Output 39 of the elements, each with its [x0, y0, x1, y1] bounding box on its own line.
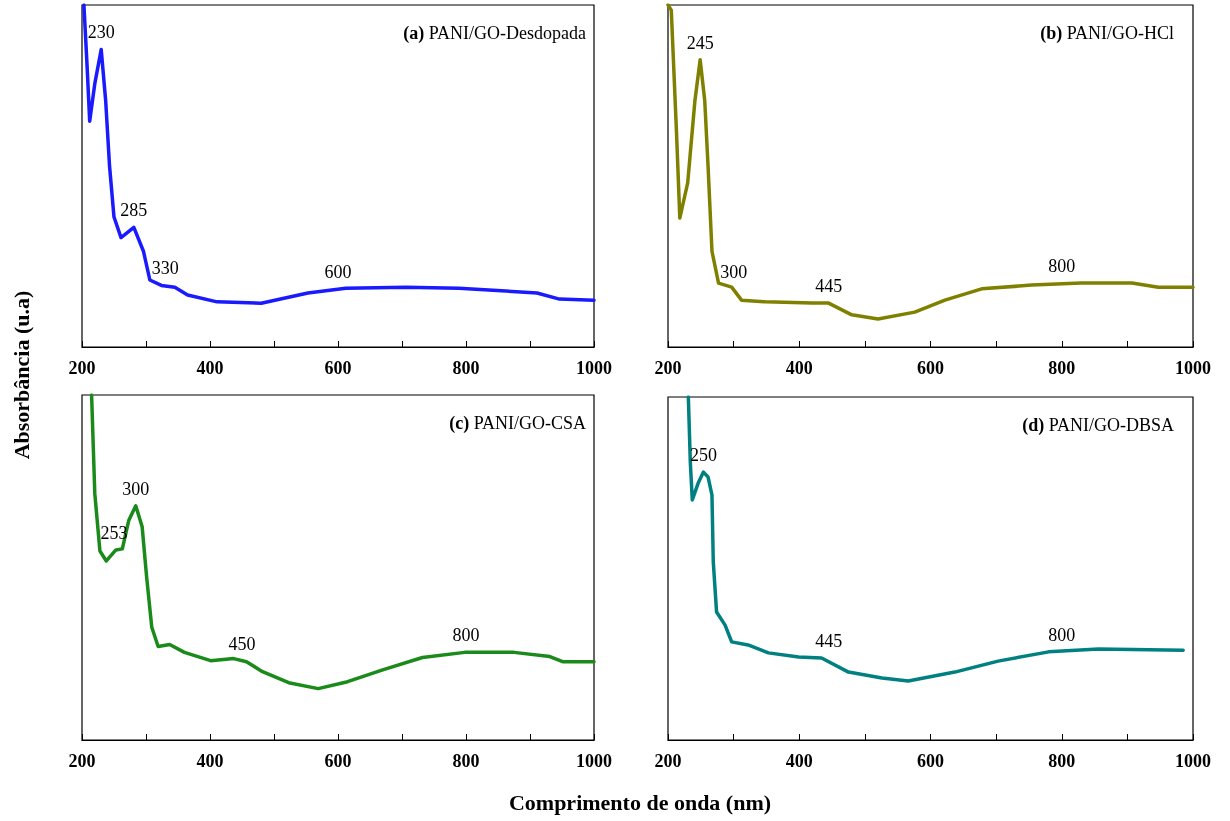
x-tick-label: 400 — [196, 358, 224, 378]
x-tick-label: 400 — [785, 751, 813, 771]
x-tick-label: 600 — [917, 751, 944, 771]
annotation: 445 — [815, 275, 843, 296]
annotation: 285 — [120, 200, 148, 221]
x-tick-label: 1000 — [576, 358, 612, 378]
x-tick-label: 400 — [785, 358, 813, 378]
x-tick-label: 800 — [452, 358, 480, 378]
y-axis-title: Absorbância (u.a) — [9, 290, 35, 460]
x-tick-label: 400 — [196, 751, 224, 771]
annotation: 300 — [122, 478, 150, 499]
x-tick-label: 200 — [68, 358, 96, 378]
x-tick-label: 200 — [68, 751, 96, 771]
x-tick-label: 200 — [654, 751, 682, 771]
annotation: 800 — [452, 625, 480, 646]
annotation: 245 — [686, 32, 714, 53]
annotation: 800 — [1048, 624, 1076, 645]
annotation: 230 — [87, 22, 115, 43]
x-tick-label: 600 — [917, 358, 944, 378]
text: (a) PANI/GO-Desdopada — [403, 23, 587, 44]
x-tick-label: 200 — [654, 358, 682, 378]
x-tick-label: 1000 — [576, 751, 612, 771]
annotation: 800 — [1048, 256, 1076, 277]
annotation: 300 — [720, 261, 748, 282]
annotation: 600 — [324, 261, 352, 282]
x-tick-label: 1000 — [1175, 751, 1211, 771]
annotation: 330 — [151, 258, 179, 279]
text: (b) PANI/GO-HCl — [1040, 23, 1175, 44]
x-tick-label: 600 — [324, 358, 352, 378]
text: (d) PANI/GO-DBSA — [1022, 415, 1174, 436]
x-tick-label: 600 — [324, 751, 352, 771]
x-tick-label: 1000 — [1175, 358, 1211, 378]
x-tick-label: 800 — [1048, 751, 1076, 771]
x-tick-label: 800 — [452, 751, 480, 771]
x-axis-title: Comprimento de onda (nm) — [508, 790, 772, 816]
annotation: 445 — [815, 630, 843, 651]
x-tick-label: 800 — [1048, 358, 1076, 378]
annotation: 450 — [228, 633, 256, 654]
text: (c) PANI/GO-CSA — [449, 413, 586, 434]
